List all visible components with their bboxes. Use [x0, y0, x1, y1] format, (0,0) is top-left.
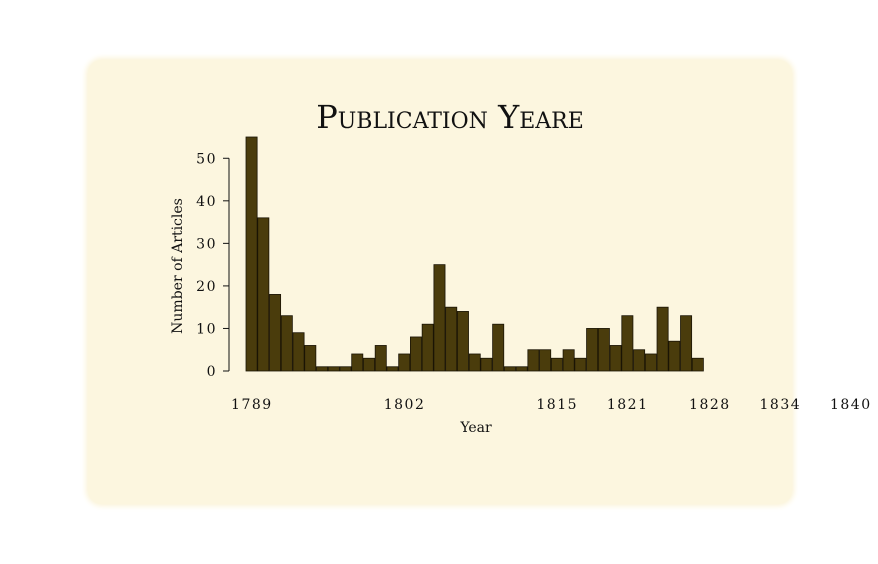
x-tick-label-1834: 1834 [760, 397, 802, 413]
bar-1825 [668, 340, 681, 372]
bar-1823 [644, 353, 657, 372]
x-tick-label-1802: 1802 [384, 397, 426, 413]
bar-1819 [597, 328, 610, 372]
bar-1799 [363, 357, 375, 372]
y-tick-label-0: 0 [207, 364, 217, 380]
bar-1816 [562, 349, 575, 372]
y-axis: 0 10 20 30 40 50 [196, 151, 230, 380]
bar-1790 [257, 217, 270, 372]
bar-1804 [421, 323, 434, 372]
x-tick-label-1821: 1821 [607, 397, 649, 413]
bar-1802 [398, 353, 411, 372]
bar-1805 [433, 264, 446, 372]
x-tick-label-1828: 1828 [689, 397, 731, 413]
x-axis: 1789 1802 1815 1821 1828 1834 1840 [231, 397, 872, 413]
bar-1821 [621, 315, 634, 372]
x-tick-label-1789: 1789 [231, 397, 273, 413]
bar-1795 [316, 366, 328, 372]
bar-1820 [609, 345, 622, 372]
bar-1791 [269, 294, 282, 372]
bar-1809 [480, 357, 493, 372]
bar-1817 [574, 357, 587, 372]
chart-title: Publication Yeare [316, 98, 584, 136]
y-tick-label-40: 40 [196, 194, 217, 210]
y-tick-label-10: 10 [196, 321, 217, 337]
x-tick-label-1815: 1815 [536, 397, 578, 413]
y-axis-label: Number of Articles [170, 198, 186, 334]
bar-1794 [304, 345, 317, 372]
x-tick-label-1840: 1840 [830, 397, 872, 413]
x-axis-label: Year [459, 420, 492, 436]
bar-1811 [503, 366, 516, 372]
bar-1827 [691, 357, 704, 372]
bar-1813 [527, 349, 540, 372]
bar-1815 [550, 357, 563, 372]
bar-1807 [456, 311, 469, 372]
bar-1818 [586, 328, 599, 372]
bar-1808 [468, 353, 481, 372]
bar-1792 [280, 315, 293, 372]
bar-1789 [245, 136, 258, 372]
bar-1800 [374, 345, 387, 372]
bar-1793 [292, 332, 305, 372]
bar-1798 [351, 353, 364, 372]
bar-1801 [386, 366, 399, 372]
y-tick-label-20: 20 [196, 279, 217, 295]
bar-1814 [539, 349, 552, 372]
y-tick-label-50: 50 [196, 151, 217, 167]
bar-1812 [515, 366, 528, 372]
bars [245, 136, 704, 372]
bar-1824 [656, 306, 669, 372]
bar-1803 [410, 336, 422, 372]
bar-1796 [327, 366, 340, 372]
bar-1826 [680, 315, 693, 372]
bar-1822 [633, 349, 646, 372]
bar-1806 [445, 306, 458, 372]
bar-1810 [492, 323, 505, 372]
y-tick-label-30: 30 [196, 236, 217, 252]
bar-1797 [339, 366, 352, 372]
